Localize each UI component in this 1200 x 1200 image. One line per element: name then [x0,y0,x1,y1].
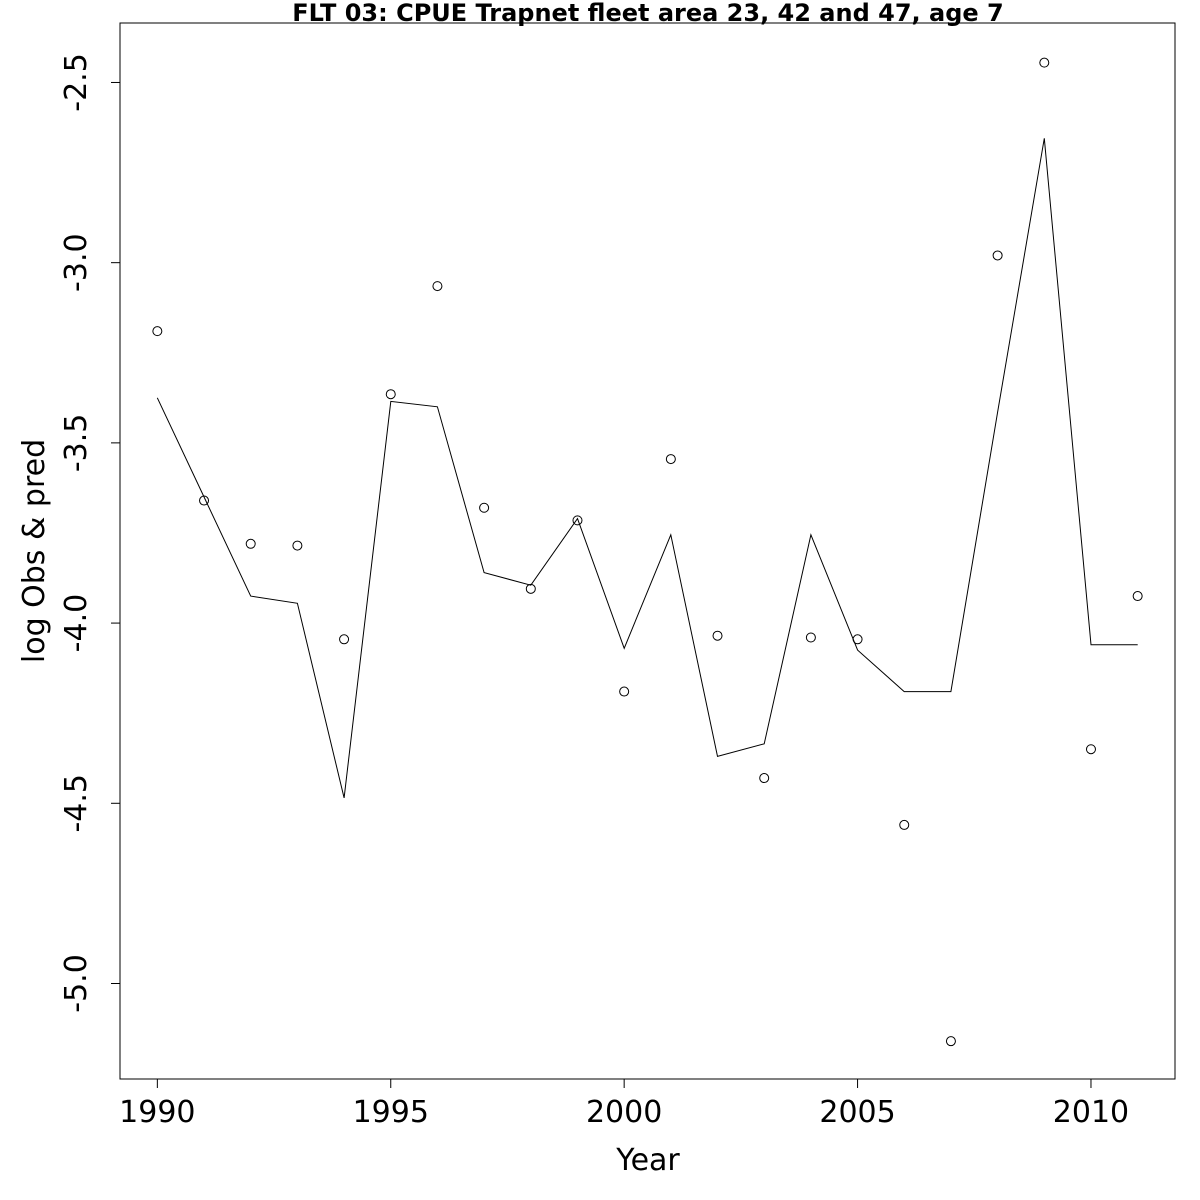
obs-point [339,634,350,645]
plot-frame [119,22,1176,1080]
obs-point [992,250,1003,261]
obs-point [805,632,816,643]
obs-point [385,389,396,400]
x-tick-label: 2000 [586,1095,662,1130]
obs-point [1132,591,1143,602]
obs-point [479,502,490,513]
x-axis-label: Year [615,1143,680,1178]
y-tick-label: -3.0 [59,233,94,292]
obs-point [945,1036,956,1047]
obs-point [759,773,770,784]
y-tick-label: -3.5 [59,414,94,473]
y-tick-label: -4.0 [59,594,94,653]
obs-point [619,686,630,697]
y-axis: -2.5 -3.0 -3.5 -4.0 -4.5 -5.0 [59,53,121,1013]
obs-point [899,819,910,830]
obs-point [1085,744,1096,755]
obs-point [712,630,723,641]
obs-point [292,540,303,551]
x-tick-label: 2010 [1053,1095,1129,1130]
obs-point [152,326,163,337]
x-tick-label: 1995 [353,1095,429,1130]
obs-point [665,454,676,465]
obs-point [1039,57,1050,68]
pred-line [156,138,1138,799]
y-tick-label: -2.5 [59,53,94,112]
obs-point [572,515,583,526]
y-tick-label: -5.0 [59,954,94,1013]
y-axis-label: log Obs & pred [17,439,52,663]
x-axis: 1990 1995 2000 2005 2010 [119,1078,1129,1130]
obs-point [245,538,256,549]
x-tick-label: 2005 [819,1095,895,1130]
series-layer [152,57,1143,1047]
obs-point [432,281,443,292]
x-tick-label: 1990 [119,1095,195,1130]
y-tick-label: -4.5 [59,774,94,833]
